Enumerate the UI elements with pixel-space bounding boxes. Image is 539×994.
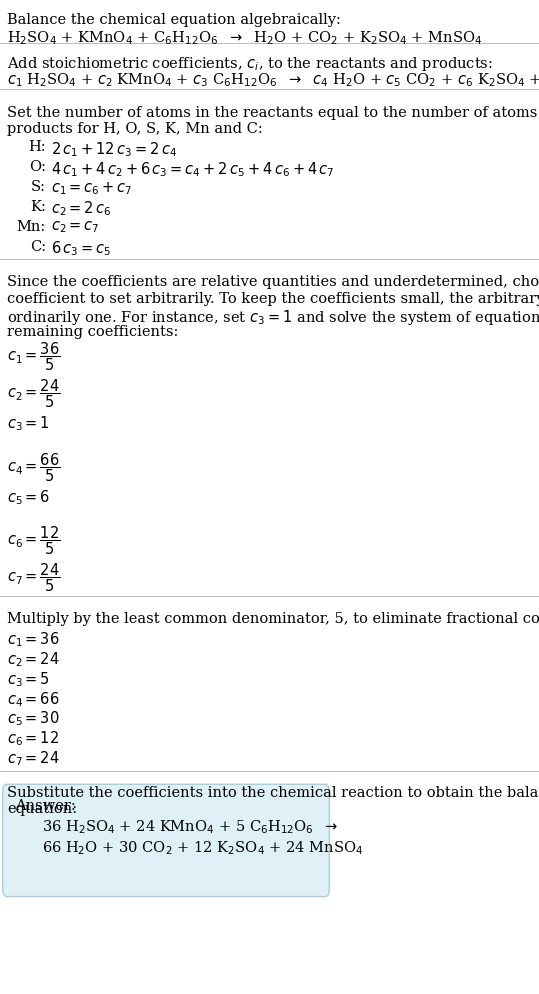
Text: Mn:: Mn: — [17, 220, 46, 234]
Text: 66 H$_2$O + 30 CO$_2$ + 12 K$_2$SO$_4$ + 24 MnSO$_4$: 66 H$_2$O + 30 CO$_2$ + 12 K$_2$SO$_4$ +… — [42, 839, 363, 857]
Text: $c_1 = \dfrac{36}{5}$: $c_1 = \dfrac{36}{5}$ — [7, 341, 60, 374]
Text: $4\,c_1 + 4\,c_2 + 6\,c_3 = c_4 + 2\,c_5 + 4\,c_6 + 4\,c_7$: $4\,c_1 + 4\,c_2 + 6\,c_3 = c_4 + 2\,c_5… — [51, 160, 335, 179]
Text: 36 H$_2$SO$_4$ + 24 KMnO$_4$ + 5 C$_6$H$_{12}$O$_6$  $\rightarrow$: 36 H$_2$SO$_4$ + 24 KMnO$_4$ + 5 C$_6$H$… — [42, 818, 338, 836]
Text: Balance the chemical equation algebraically:: Balance the chemical equation algebraica… — [7, 13, 341, 27]
Text: $c_5 = 6$: $c_5 = 6$ — [7, 488, 50, 507]
Text: S:: S: — [31, 180, 46, 194]
Text: $c_1 = 36$: $c_1 = 36$ — [7, 630, 60, 649]
Text: $c_4 = 66$: $c_4 = 66$ — [7, 690, 60, 709]
Text: Add stoichiometric coefficients, $c_i$, to the reactants and products:: Add stoichiometric coefficients, $c_i$, … — [7, 55, 493, 73]
Text: Set the number of atoms in the reactants equal to the number of atoms in the: Set the number of atoms in the reactants… — [7, 106, 539, 120]
Text: $c_6 = 12$: $c_6 = 12$ — [7, 730, 59, 748]
Text: $c_1 = c_6 + c_7$: $c_1 = c_6 + c_7$ — [51, 180, 133, 197]
Text: $c_3 = 1$: $c_3 = 1$ — [7, 414, 50, 433]
Text: $c_2 = \dfrac{24}{5}$: $c_2 = \dfrac{24}{5}$ — [7, 378, 60, 411]
Text: $c_7 = 24$: $c_7 = 24$ — [7, 749, 60, 768]
Text: H:: H: — [28, 140, 46, 154]
Text: $c_2 = 2\,c_6$: $c_2 = 2\,c_6$ — [51, 200, 112, 219]
Text: $6\,c_3 = c_5$: $6\,c_3 = c_5$ — [51, 240, 112, 258]
Text: coefficient to set arbitrarily. To keep the coefficients small, the arbitrary va: coefficient to set arbitrarily. To keep … — [7, 292, 539, 306]
Text: Answer:: Answer: — [15, 799, 76, 813]
Text: Multiply by the least common denominator, 5, to eliminate fractional coefficient: Multiply by the least common denominator… — [7, 612, 539, 626]
Text: K:: K: — [30, 200, 46, 214]
Text: $c_6 = \dfrac{12}{5}$: $c_6 = \dfrac{12}{5}$ — [7, 525, 60, 558]
Text: O:: O: — [29, 160, 46, 174]
Text: $c_7 = \dfrac{24}{5}$: $c_7 = \dfrac{24}{5}$ — [7, 562, 60, 594]
Text: ordinarily one. For instance, set $c_3 = 1$ and solve the system of equations fo: ordinarily one. For instance, set $c_3 =… — [7, 308, 539, 327]
Text: $c_5 = 30$: $c_5 = 30$ — [7, 710, 60, 729]
Text: remaining coefficients:: remaining coefficients: — [7, 324, 178, 339]
FancyBboxPatch shape — [3, 784, 329, 897]
Text: $c_3 = 5$: $c_3 = 5$ — [7, 670, 50, 689]
Text: Substitute the coefficients into the chemical reaction to obtain the balanced: Substitute the coefficients into the che… — [7, 786, 539, 800]
Text: Since the coefficients are relative quantities and underdetermined, choose a: Since the coefficients are relative quan… — [7, 275, 539, 289]
Text: $2\,c_1 + 12\,c_3 = 2\,c_4$: $2\,c_1 + 12\,c_3 = 2\,c_4$ — [51, 140, 177, 159]
Text: C:: C: — [30, 240, 46, 253]
Text: H$_2$SO$_4$ + KMnO$_4$ + C$_6$H$_{12}$O$_6$  $\rightarrow$  H$_2$O + CO$_2$ + K$: H$_2$SO$_4$ + KMnO$_4$ + C$_6$H$_{12}$O$… — [7, 29, 482, 47]
Text: products for H, O, S, K, Mn and C:: products for H, O, S, K, Mn and C: — [7, 122, 262, 136]
Text: $c_2 = c_7$: $c_2 = c_7$ — [51, 220, 100, 236]
Text: $c_1$ H$_2$SO$_4$ + $c_2$ KMnO$_4$ + $c_3$ C$_6$H$_{12}$O$_6$  $\rightarrow$  $c: $c_1$ H$_2$SO$_4$ + $c_2$ KMnO$_4$ + $c_… — [7, 72, 539, 89]
Text: $c_4 = \dfrac{66}{5}$: $c_4 = \dfrac{66}{5}$ — [7, 451, 60, 484]
Text: $c_2 = 24$: $c_2 = 24$ — [7, 650, 60, 669]
Text: equation:: equation: — [7, 801, 77, 816]
